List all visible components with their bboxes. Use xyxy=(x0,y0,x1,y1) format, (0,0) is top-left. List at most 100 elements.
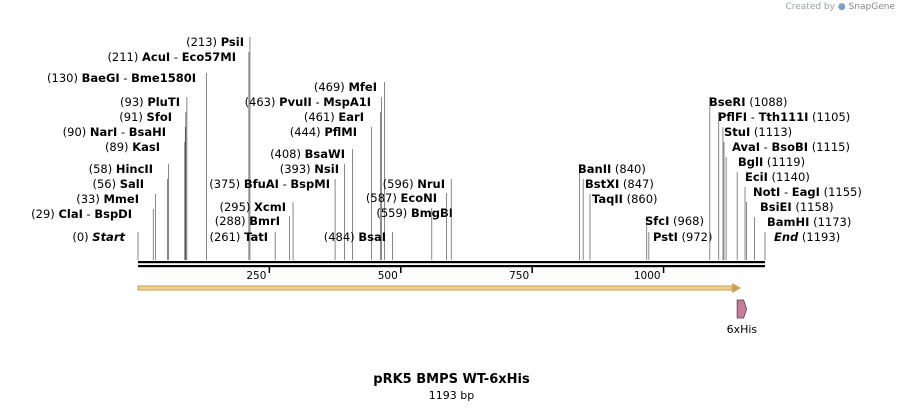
enzyme-label-acui-eco57mi: (211) AcuI - Eco57MI xyxy=(107,50,236,64)
enzyme-label-eari: (461) EarI xyxy=(304,110,364,124)
enzyme-name-pvuii: PvuII xyxy=(279,95,312,109)
enzyme-name-nari: NarI xyxy=(90,125,117,139)
enzyme-label-banii: BanII (840) xyxy=(578,162,646,176)
enzyme-label-psti: PstI (972) xyxy=(653,230,712,244)
enzyme-name-eari: EarI xyxy=(338,110,364,124)
enzyme-name-mspa1i: MspA1I xyxy=(323,95,371,109)
enzyme-pos: (469) xyxy=(314,80,349,94)
enzyme-pos: (261) xyxy=(210,230,245,244)
enzyme-name-banii: BanII xyxy=(578,162,611,176)
enzyme-label-kasi: (89) KasI xyxy=(105,140,160,154)
enzyme-label-bseri: BseRI (1088) xyxy=(709,95,787,109)
enzyme-label-nrui: (596) NruI xyxy=(383,177,445,191)
enzyme-pos: (1140) xyxy=(768,170,810,184)
enzyme-name-bseri: BseRI xyxy=(709,95,746,109)
enzyme-pos: (89) xyxy=(105,140,132,154)
enzyme-label-pluti: (93) PluTI xyxy=(120,95,180,109)
enzyme-name-nsii: NsiI xyxy=(314,162,339,176)
enzyme-name-mfei: MfeI xyxy=(348,80,377,94)
enzyme-sep: - xyxy=(747,110,758,124)
enzyme-label-tati: (261) TatI xyxy=(210,230,269,244)
enzyme-name-noti: NotI xyxy=(753,185,780,199)
enzyme-pos: (29) xyxy=(31,207,58,221)
enzyme-pos: (58) xyxy=(89,162,116,176)
feature-6xhis-label: 6xHis xyxy=(727,323,758,336)
enzyme-pos: (211) xyxy=(107,50,142,64)
enzyme-pos: (288) xyxy=(215,214,250,228)
orf-arrow-shaft xyxy=(137,285,733,291)
enzyme-label-bsawi: (408) BsaWI xyxy=(270,147,345,161)
enzyme-pos: (408) xyxy=(270,147,305,161)
enzyme-sep: - xyxy=(120,71,131,85)
enzyme-label-hincii: (58) HincII xyxy=(89,162,153,176)
enzyme-name-ecii: EciI xyxy=(745,170,768,184)
enzyme-name-bsobi: BsoBI xyxy=(772,140,809,154)
enzyme-sep: - xyxy=(117,125,128,139)
enzyme-label-start: (0) Start xyxy=(72,230,125,244)
enzyme-name-bamhi: BamHI xyxy=(767,215,809,229)
enzyme-name-xcmi: XcmI xyxy=(254,200,286,214)
enzyme-label-mmei: (33) MmeI xyxy=(76,192,139,206)
enzyme-label-bgli: BglI (1119) xyxy=(738,155,805,169)
enzyme-name-sali: SalI xyxy=(120,177,144,191)
enzyme-label-bmri: (288) BmrI xyxy=(215,214,280,228)
enzyme-label-baegi-bme1580i: (130) BaeGI - Bme1580I xyxy=(47,71,196,85)
enzyme-sep: - xyxy=(760,140,771,154)
enzyme-name-sfci: SfcI xyxy=(645,214,669,228)
enzyme-label-bfuai-bspmi: (375) BfuAI - BspMI xyxy=(209,177,330,191)
enzyme-label-bamhi: BamHI (1173) xyxy=(767,215,851,229)
enzyme-pos: (1155) xyxy=(820,185,862,199)
enzyme-pos: (484) xyxy=(324,230,359,244)
enzyme-name-bmgbi: BmgBI xyxy=(411,206,453,220)
enzyme-name-bme1580i: Bme1580I xyxy=(131,71,196,85)
enzyme-pos: (90) xyxy=(63,125,90,139)
enzyme-pos: (559) xyxy=(376,206,411,220)
enzyme-label-pflfi-tth111i: PflFI - Tth111I (1105) xyxy=(718,110,850,124)
ruler-label-250: 250 xyxy=(246,270,266,282)
enzyme-label-bmgbi: (559) BmgBI xyxy=(376,206,453,220)
enzyme-pos: (1119) xyxy=(763,155,805,169)
ruler-label-1000: 1000 xyxy=(634,270,661,282)
enzyme-sep: - xyxy=(780,185,791,199)
enzyme-label-bsiei: BsiEI (1158) xyxy=(760,200,834,214)
enzyme-pos: (393) xyxy=(280,162,315,176)
credit-prefix: Created by xyxy=(785,2,835,12)
enzyme-label-xcmi: (295) XcmI xyxy=(219,200,286,214)
enzyme-sep: - xyxy=(279,177,290,191)
enzyme-pos: (1115) xyxy=(808,140,850,154)
enzyme-pos: (130) xyxy=(47,71,82,85)
enzyme-name-psti: PstI xyxy=(653,230,678,244)
enzyme-label-pvuii-mspa1i: (463) PvuII - MspA1I xyxy=(245,95,371,109)
enzyme-pos: (1193) xyxy=(798,230,840,244)
enzyme-label-sfoi: (91) SfoI xyxy=(119,110,172,124)
ruler-label-500: 500 xyxy=(378,270,398,282)
enzyme-name-pluti: PluTI xyxy=(147,95,180,109)
enzyme-label-bsai: (484) BsaI xyxy=(324,230,386,244)
enzyme-pos: (1088) xyxy=(746,95,788,109)
plasmid-length: 1193 bp xyxy=(428,389,475,402)
enzyme-label-mfei: (469) MfeI xyxy=(314,80,377,94)
enzyme-name-bspmi: BspMI xyxy=(290,177,330,191)
enzyme-pos: (847) xyxy=(619,177,654,191)
enzyme-label-nsii: (393) NsiI xyxy=(280,162,339,176)
enzyme-name-baegi: BaeGI xyxy=(82,71,120,85)
enzyme-name-kasi: KasI xyxy=(132,140,160,154)
enzyme-pos: (93) xyxy=(120,95,147,109)
enzyme-sep: - xyxy=(83,207,94,221)
enzyme-label-bstxi: BstXI (847) xyxy=(585,177,654,191)
enzyme-name-end: End xyxy=(774,230,799,244)
enzyme-name-eco57mi: Eco57MI xyxy=(182,50,236,64)
enzyme-pos: (213) xyxy=(186,35,221,49)
enzyme-name-avai: AvaI xyxy=(732,140,760,154)
enzyme-pos: (1113) xyxy=(750,125,792,139)
enzyme-label-econi: (587) EcoNI xyxy=(366,191,437,205)
enzyme-name-bsiei: BsiEI xyxy=(760,200,792,214)
enzyme-name-eagi: EagI xyxy=(792,185,820,199)
enzyme-label-end: End (1193) xyxy=(774,230,840,244)
enzyme-name-bspdi: BspDI xyxy=(94,207,132,221)
enzyme-pos: (1173) xyxy=(809,215,851,229)
enzyme-pos: (1105) xyxy=(808,110,850,124)
feature-6xhis-arrow xyxy=(736,299,748,319)
enzyme-pos: (596) xyxy=(383,177,418,191)
enzyme-name-pflmi: PflMI xyxy=(324,125,357,139)
